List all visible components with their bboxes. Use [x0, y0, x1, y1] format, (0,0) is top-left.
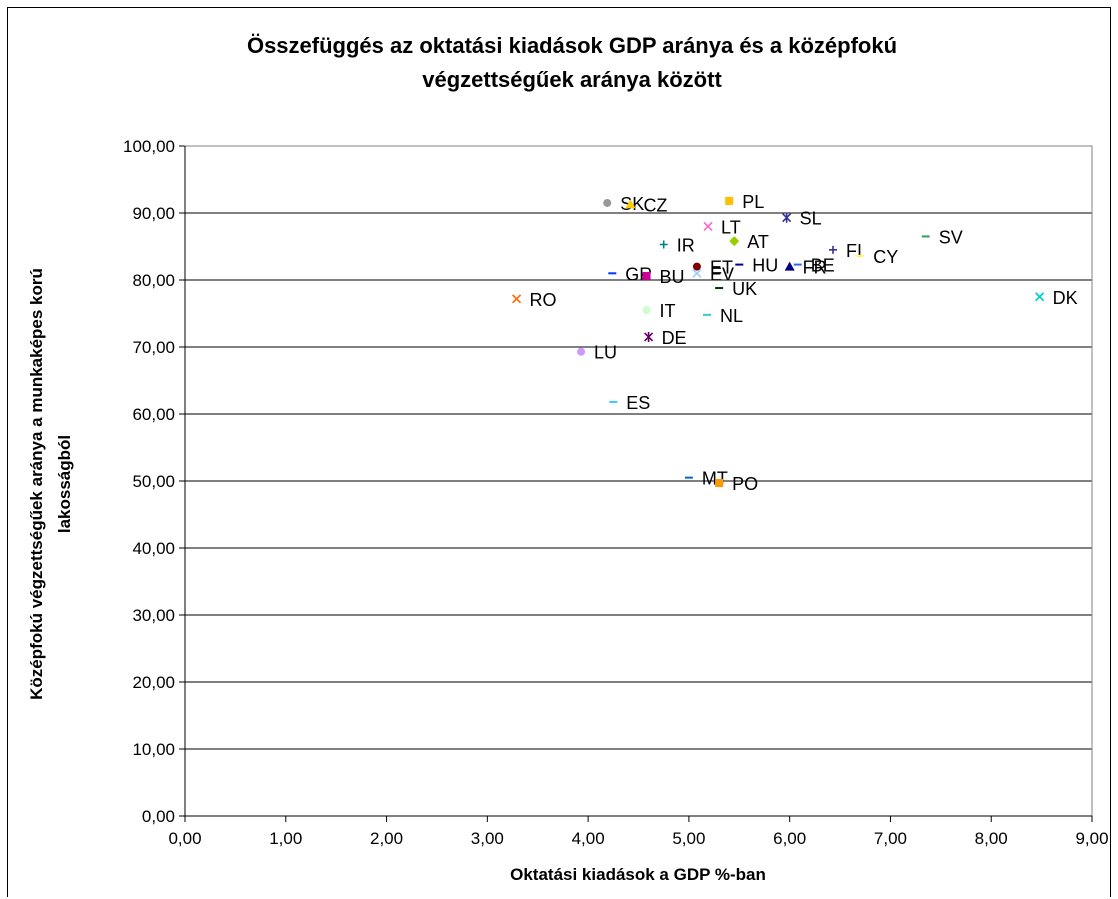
- data-label: LU: [594, 343, 617, 363]
- data-point: [511, 294, 522, 304]
- y-tick-label: 90,00: [132, 204, 175, 223]
- data-point: [725, 196, 734, 205]
- data-label: NL: [720, 306, 743, 326]
- data-point: [692, 262, 701, 271]
- data-label: UK: [732, 279, 757, 299]
- y-tick-label: 70,00: [132, 338, 175, 357]
- data-label: LT: [721, 217, 741, 237]
- x-tick-label: 7,00: [874, 829, 907, 848]
- data-label: FI: [846, 241, 862, 261]
- data-point: [577, 347, 586, 356]
- data-label: EV: [710, 264, 734, 284]
- data-label: HU: [752, 256, 778, 276]
- data-label: CY: [873, 247, 898, 267]
- data-point: [829, 245, 838, 254]
- chart-area-frame: [7, 7, 1111, 897]
- x-tick-label: 5,00: [672, 829, 705, 848]
- y-tick-label: 0,00: [142, 807, 175, 826]
- data-point: [644, 331, 654, 342]
- data-point: [782, 212, 792, 223]
- x-tick-label: 1,00: [269, 829, 302, 848]
- data-label: RO: [530, 290, 557, 310]
- x-tick-label: 0,00: [168, 829, 201, 848]
- data-point: [603, 198, 612, 207]
- chart-title: Összefüggés az oktatási kiadások GDP ará…: [247, 33, 897, 92]
- y-tick-label: 30,00: [132, 606, 175, 625]
- data-label: IT: [660, 301, 676, 321]
- data-label: PL: [742, 192, 764, 212]
- data-point: [703, 221, 713, 231]
- y-tick-label: 40,00: [132, 539, 175, 558]
- data-label: BU: [660, 267, 685, 287]
- data-point: [659, 240, 668, 249]
- data-label: ET: [710, 258, 733, 278]
- data-label: DE: [662, 328, 687, 348]
- x-tick-label: 2,00: [370, 829, 403, 848]
- y-axis-title-line-2: lakosságból: [55, 435, 74, 533]
- data-label: SV: [939, 227, 963, 247]
- data-point: [625, 199, 636, 209]
- data-point: [715, 479, 724, 488]
- x-tick-label: 6,00: [773, 829, 806, 848]
- y-tick-label: 80,00: [132, 271, 175, 290]
- data-label: DK: [1053, 288, 1078, 308]
- chart-title-line-1: Összefüggés az oktatási kiadások GDP ará…: [247, 33, 897, 58]
- x-tick-label: 8,00: [975, 829, 1008, 848]
- x-tick-label: 9,00: [1075, 829, 1108, 848]
- y-tick-label: 50,00: [132, 472, 175, 491]
- y-axis-title: Középfokú végzettségűek aránya a munkaké…: [27, 268, 74, 700]
- y-tick-label: 60,00: [132, 405, 175, 424]
- data-point: [642, 306, 651, 315]
- data-label: BE: [811, 256, 835, 276]
- data-label: ES: [626, 393, 650, 413]
- y-tick-label: 10,00: [132, 740, 175, 759]
- data-label: PO: [732, 474, 758, 494]
- data-point: [1035, 292, 1045, 302]
- data-label: CZ: [643, 195, 667, 215]
- y-tick-label: 100,00: [123, 137, 175, 156]
- data-label: MT: [702, 469, 728, 489]
- x-tick-label: 3,00: [471, 829, 504, 848]
- plot-area: 0,00 10,00 20,00 30,00 40,00 50,00 60,00 70,00 8…: [123, 137, 1109, 848]
- data-point: [729, 236, 740, 247]
- data-label: AT: [747, 232, 769, 252]
- y-axis-title-line-1: Középfokú végzettségűek aránya a munkaké…: [27, 268, 46, 700]
- data-point: [784, 261, 795, 271]
- y-tick-label: 20,00: [132, 673, 175, 692]
- data-point: [692, 268, 702, 278]
- data-label: SL: [800, 209, 822, 229]
- data-label: FR: [803, 258, 827, 278]
- data-point: [642, 271, 651, 280]
- x-tick-label: 4,00: [572, 829, 605, 848]
- data-label: IR: [677, 235, 695, 255]
- x-axis-title: Oktatási kiadások a GDP %-ban: [510, 865, 766, 884]
- chart-title-line-2: végzettségűek aránya között: [422, 67, 722, 92]
